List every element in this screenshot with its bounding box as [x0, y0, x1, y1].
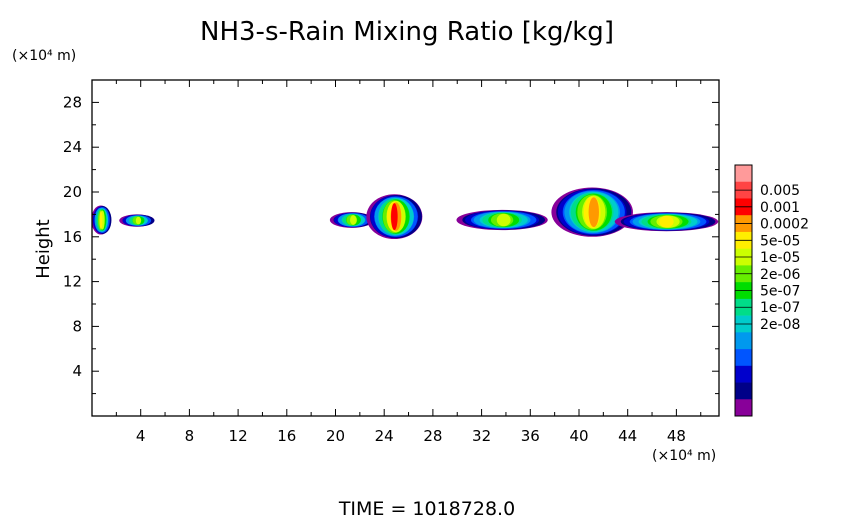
- colorbar-label: 2e-08: [760, 317, 800, 333]
- colorbar-swatch: [735, 332, 752, 350]
- y-tick-label: 24: [63, 138, 82, 156]
- x-tick-label: 36: [521, 427, 540, 445]
- colorbar-swatch: [735, 399, 752, 417]
- colorbar-swatch: [735, 382, 752, 400]
- contour-cell-6: [659, 215, 674, 228]
- x-tick-label: 8: [185, 427, 195, 445]
- contour-cell-0: [99, 211, 103, 229]
- x-tick-label: 40: [569, 427, 588, 445]
- x-tick-label: 28: [423, 427, 442, 445]
- colorbar-swatch: [735, 165, 752, 183]
- x-tick-label: 12: [229, 427, 248, 445]
- contour-cell-5: [588, 197, 599, 228]
- colorbar: 0.0050.0010.00025e-051e-052e-065e-071e-0…: [734, 164, 809, 417]
- y-tick-label: 28: [63, 93, 82, 111]
- x-tick-label: 24: [375, 427, 394, 445]
- contour-layer: [92, 187, 719, 240]
- chart-title: NH3-s-Rain Mixing Ratio [kg/kg]: [200, 17, 614, 47]
- colorbar-label: 1e-07: [760, 300, 800, 316]
- y-axis-unit: (×10⁴ m): [12, 48, 76, 64]
- y-tick-label: 16: [63, 228, 82, 246]
- colorbar-label: 0.001: [760, 200, 800, 216]
- y-axis-label: Height: [33, 219, 54, 279]
- contour-cell-1: [135, 216, 142, 225]
- y-tick-label: 12: [63, 273, 82, 291]
- time-footer: TIME = 1018728.0: [338, 498, 515, 519]
- colorbar-label: 1e-05: [760, 250, 800, 266]
- x-tick-label: 16: [277, 427, 296, 445]
- colorbar-label: 0.005: [760, 183, 800, 199]
- colorbar-label: 5e-05: [760, 233, 800, 249]
- x-tick-label: 32: [472, 427, 491, 445]
- contour-cell-4: [496, 213, 511, 227]
- colorbar-swatch: [735, 365, 752, 383]
- colorbar-label: 0.0002: [760, 217, 809, 233]
- x-tick-label: 44: [618, 427, 637, 445]
- contour-cell-3: [391, 203, 398, 231]
- colorbar-label: 2e-06: [760, 267, 800, 283]
- x-tick-label: 4: [136, 427, 146, 445]
- y-tick-label: 20: [63, 183, 82, 201]
- x-tick-label: 48: [667, 427, 686, 445]
- y-tick-label: 4: [72, 362, 82, 380]
- x-tick-label: 20: [326, 427, 345, 445]
- x-axis-unit: (×10⁴ m): [652, 448, 716, 464]
- plot-frame: [91, 79, 720, 417]
- colorbar-swatch: [735, 349, 752, 367]
- y-tick-label: 8: [72, 317, 82, 335]
- contour-cell-2: [350, 215, 357, 225]
- colorbar-label: 5e-07: [760, 284, 800, 300]
